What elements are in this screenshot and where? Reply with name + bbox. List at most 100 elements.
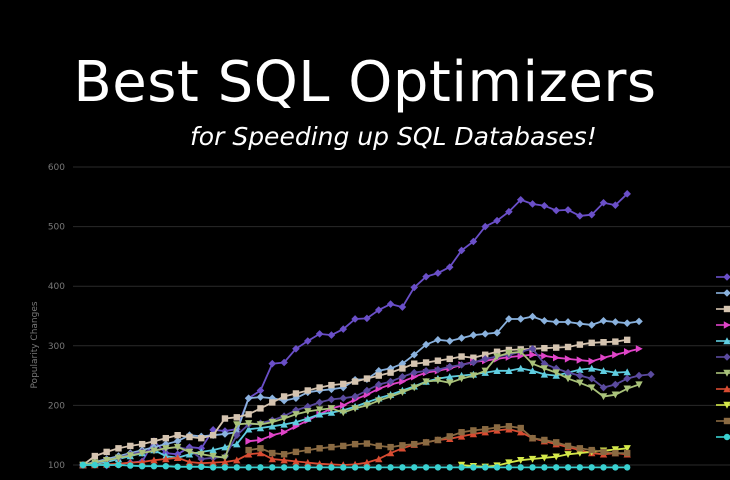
data-point: [723, 369, 730, 377]
data-point: [386, 377, 395, 386]
data-point: [553, 354, 560, 362]
data-point: [150, 437, 158, 445]
data-point: [256, 449, 265, 457]
data-point: [446, 464, 453, 471]
data-point: [587, 210, 596, 219]
data-point: [398, 389, 407, 396]
data-point: [422, 340, 430, 349]
data-point: [588, 446, 595, 454]
data-point: [564, 464, 572, 471]
data-point: [723, 433, 730, 441]
data-point: [327, 408, 336, 416]
data-point: [600, 448, 607, 456]
data-point: [292, 411, 300, 419]
data-point: [541, 436, 548, 444]
data-point: [445, 263, 454, 271]
data-point: [221, 443, 229, 451]
page-subtitle: for Speeding up SQL Databases!: [190, 122, 597, 151]
data-point: [612, 351, 620, 359]
data-point: [434, 436, 442, 444]
data-point: [269, 431, 276, 439]
data-point: [434, 336, 442, 344]
data-point: [564, 343, 572, 351]
data-point: [469, 358, 478, 367]
data-point: [540, 316, 549, 325]
data-point: [493, 216, 501, 225]
data-point: [162, 455, 170, 463]
data-point: [221, 454, 229, 462]
data-point: [723, 353, 730, 361]
data-point: [339, 394, 348, 403]
series-7: [79, 348, 643, 469]
chart-grid: [73, 166, 730, 466]
data-point: [576, 379, 584, 387]
data-point: [185, 458, 194, 466]
data-point: [623, 449, 631, 457]
series-1: [79, 190, 631, 470]
data-point: [387, 369, 394, 376]
data-point: [209, 464, 217, 471]
y-tick-label: 100: [48, 461, 65, 471]
data-point: [91, 452, 99, 460]
data-point: [363, 402, 371, 410]
data-point: [91, 461, 99, 469]
data-point: [493, 367, 501, 375]
series-11: [79, 461, 631, 471]
data-point: [599, 393, 608, 401]
data-point: [612, 338, 619, 345]
data-point: [576, 341, 584, 348]
data-point: [587, 374, 596, 383]
data-point: [445, 337, 454, 345]
data-point: [245, 446, 252, 454]
data-point: [232, 431, 241, 439]
data-point: [280, 428, 288, 436]
data-point: [576, 464, 584, 471]
data-point: [411, 360, 418, 367]
data-point: [623, 336, 631, 344]
data-point: [612, 449, 619, 457]
data-point: [599, 198, 608, 207]
data-point: [529, 351, 537, 359]
data-point: [434, 269, 442, 277]
data-point: [576, 356, 584, 364]
y-tick-label: 200: [48, 401, 65, 411]
data-point: [528, 455, 537, 463]
data-point: [268, 455, 276, 463]
data-point: [576, 365, 584, 373]
data-point: [623, 385, 631, 393]
data-point: [553, 464, 560, 471]
data-point: [635, 381, 643, 389]
y-tick-label: 500: [48, 223, 65, 233]
data-point: [505, 207, 513, 216]
series-10: [245, 423, 631, 458]
data-point: [328, 464, 335, 471]
data-point: [103, 448, 110, 456]
data-point: [268, 394, 277, 403]
data-point: [233, 464, 240, 471]
legend-item: [716, 337, 730, 345]
data-point: [280, 456, 288, 464]
data-point: [517, 424, 524, 432]
data-point: [351, 392, 359, 401]
data-point: [481, 330, 490, 338]
data-point: [233, 456, 241, 464]
data-point: [564, 318, 572, 326]
data-point: [138, 462, 146, 470]
data-point: [552, 318, 561, 326]
data-point: [470, 427, 477, 434]
data-point: [363, 458, 371, 466]
data-point: [292, 418, 300, 426]
data-point: [363, 314, 371, 323]
data-point: [126, 452, 135, 460]
data-point: [256, 393, 265, 401]
data-point: [328, 443, 335, 451]
data-point: [115, 461, 122, 469]
data-point: [387, 443, 394, 451]
data-point: [102, 457, 111, 464]
data-point: [197, 451, 206, 458]
data-point: [173, 454, 182, 462]
data-point: [351, 405, 359, 413]
data-point: [315, 406, 324, 414]
y-axis-label: Popularity Changes: [30, 301, 40, 388]
data-point: [399, 442, 406, 449]
